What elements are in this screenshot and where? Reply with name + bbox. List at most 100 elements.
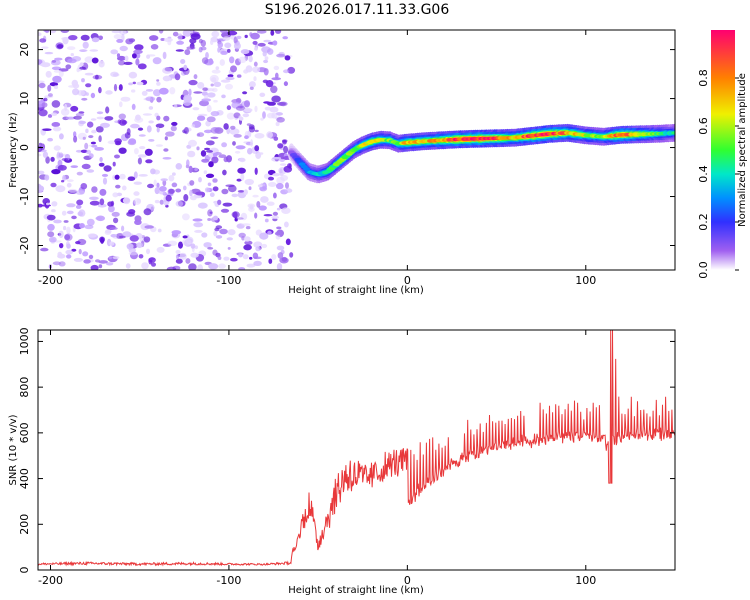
noise-blob <box>38 185 45 193</box>
noise-blob <box>99 198 105 206</box>
noise-blob <box>90 141 96 145</box>
noise-blob <box>76 171 83 176</box>
noise-blob <box>105 262 114 266</box>
noise-blob <box>112 161 116 167</box>
noise-blob <box>157 228 162 233</box>
noise-blob <box>254 212 258 219</box>
noise-blob <box>150 44 159 50</box>
noise-blob <box>265 80 274 88</box>
noise-blob <box>281 139 288 143</box>
noise-blob <box>203 242 212 248</box>
noise-blob <box>215 235 223 239</box>
noise-blob <box>266 131 273 139</box>
noise-blob <box>145 89 154 92</box>
noise-blob <box>285 182 289 189</box>
noise-blob <box>263 214 273 217</box>
noise-blob <box>107 201 114 207</box>
snr-y-tick-label: 800 <box>18 377 31 398</box>
noise-blob <box>275 234 281 240</box>
noise-blob <box>137 127 144 131</box>
noise-blob <box>252 66 261 73</box>
noise-blob <box>260 196 269 203</box>
noise-blob <box>71 248 77 252</box>
noise-blob <box>122 197 131 205</box>
colorbar-tick-label: 0.8 <box>697 69 710 87</box>
noise-blob <box>121 33 125 41</box>
noise-blob <box>197 115 206 121</box>
noise-blob <box>108 205 115 213</box>
noise-blob <box>91 129 97 134</box>
noise-blob <box>197 202 208 209</box>
noise-blob <box>284 55 291 61</box>
noise-blob <box>145 159 153 164</box>
noise-blob <box>227 247 231 250</box>
noise-blob <box>67 58 77 64</box>
noise-blob <box>126 243 134 250</box>
noise-blob <box>45 156 50 164</box>
noise-blob <box>109 227 118 230</box>
noise-blob <box>272 173 281 177</box>
noise-blob <box>89 49 99 52</box>
noise-blob <box>212 178 218 183</box>
noise-blob <box>114 138 122 145</box>
noise-blob <box>175 200 184 207</box>
noise-blob <box>99 188 107 196</box>
noise-region <box>38 30 296 270</box>
spectrogram-x-tick-label: -100 <box>216 274 241 287</box>
noise-blob <box>105 229 112 234</box>
noise-blob <box>186 46 196 50</box>
noise-blob <box>213 99 218 103</box>
noise-blob <box>182 213 190 221</box>
noise-blob <box>164 136 168 141</box>
colorbar-gradient <box>711 30 735 270</box>
spectrogram-x-label: Height of straight line (km) <box>288 285 424 296</box>
noise-blob <box>191 124 196 128</box>
noise-blob <box>254 167 258 175</box>
noise-blob <box>213 230 218 237</box>
noise-blob <box>165 194 172 202</box>
colorbar-tick-label: 0.4 <box>697 165 710 183</box>
noise-blob <box>284 188 293 193</box>
noise-blob <box>193 91 203 94</box>
noise-blob <box>88 153 94 159</box>
noise-blob <box>149 35 159 41</box>
noise-blob <box>76 199 84 206</box>
noise-blob <box>62 174 66 182</box>
noise-blob <box>51 66 62 71</box>
noise-blob <box>276 245 285 251</box>
noise-blob <box>252 194 259 198</box>
noise-blob <box>259 92 266 98</box>
noise-blob <box>207 218 212 221</box>
noise-blob <box>272 156 282 160</box>
noise-blob <box>110 71 119 78</box>
noise-blob <box>156 81 161 86</box>
noise-blob <box>223 156 229 163</box>
noise-blob <box>210 39 214 46</box>
noise-blob <box>275 30 282 34</box>
noise-blob <box>146 125 152 133</box>
noise-blob <box>283 81 288 87</box>
noise-blob <box>103 165 112 172</box>
noise-blob <box>42 128 52 131</box>
noise-blob <box>244 178 254 186</box>
noise-blob <box>40 247 49 252</box>
noise-blob <box>171 230 182 235</box>
noise-blob <box>119 101 123 108</box>
noise-blob <box>166 266 177 270</box>
noise-blob <box>168 188 175 194</box>
noise-blob <box>130 123 140 129</box>
noise-blob <box>47 231 55 238</box>
noise-blob <box>231 211 240 218</box>
noise-blob <box>269 106 279 113</box>
noise-blob <box>163 148 169 152</box>
noise-blob <box>122 231 132 238</box>
spectrogram-y-tick-label: 20 <box>18 43 31 57</box>
noise-blob <box>276 117 285 123</box>
noise-blob <box>162 51 167 60</box>
noise-blob <box>188 165 193 173</box>
noise-blob <box>211 87 218 93</box>
noise-blob <box>89 196 99 200</box>
noise-blob <box>258 205 267 211</box>
noise-blob <box>156 115 161 121</box>
